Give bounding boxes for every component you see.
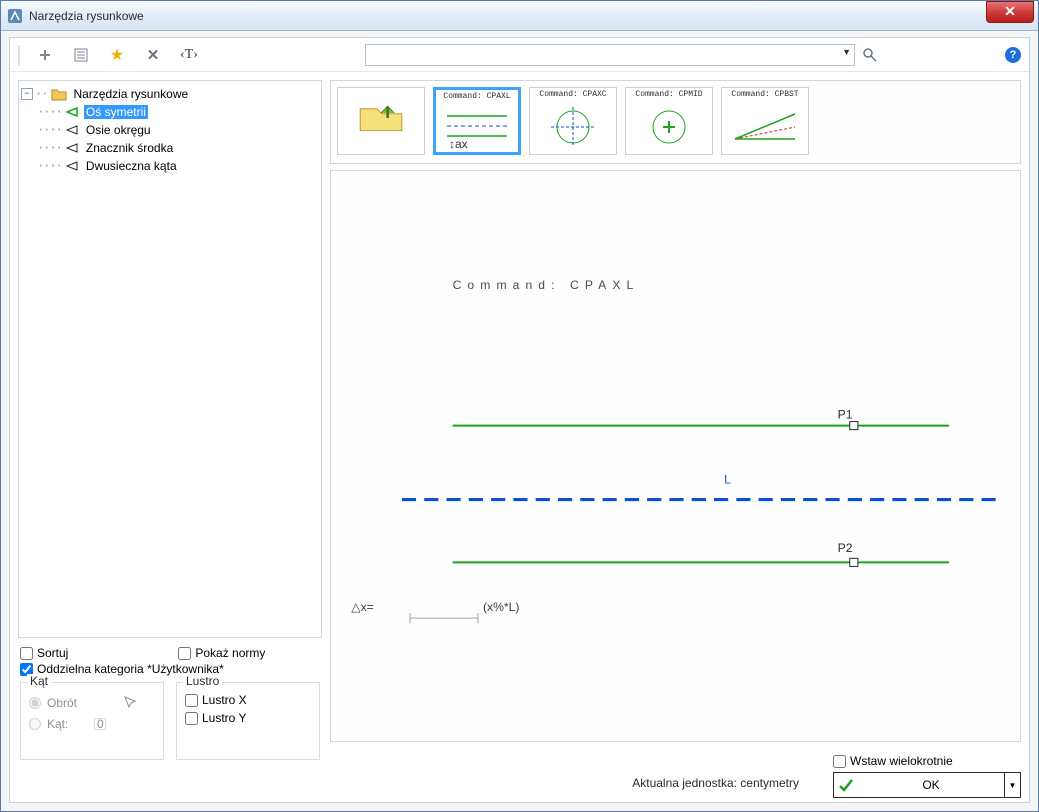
toolbar-grip [18, 45, 20, 65]
window: Narzędzia rysunkowe ✕ ★ ✕ ‹T› [0, 0, 1039, 812]
formula-left: △x= [351, 600, 374, 614]
p2-label: P2 [838, 541, 853, 555]
tree-item-label: Znacznik środka [84, 141, 175, 155]
show-norms-label: Pokaż normy [195, 646, 265, 660]
window-title: Narzędzia rysunkowe [29, 9, 144, 23]
angle-input[interactable] [94, 718, 106, 730]
angle-label: Kąt: [47, 717, 68, 731]
svg-text:↕ax: ↕ax [449, 137, 468, 151]
ok-label: OK [858, 778, 1004, 792]
left-pane: − ·· Narzędzia rysunkowe ···· Oś symetri… [10, 72, 330, 802]
delete-icon[interactable]: ✕ [144, 46, 162, 64]
dropdown-icon[interactable]: ▼ [842, 47, 851, 57]
preview-title: Command: CPAXL [453, 278, 640, 292]
unit-label: Aktualna jednostka: centymetry [632, 776, 799, 790]
right-pane: Command: CPAXL ↕ax Command: CPAXC Comman… [330, 72, 1029, 802]
show-norms-checkbox[interactable]: Pokaż normy [178, 646, 265, 660]
app-icon [7, 8, 23, 24]
check-icon [834, 777, 858, 793]
thumb-cpaxc[interactable]: Command: CPAXC [529, 87, 617, 155]
search-input[interactable] [365, 44, 855, 66]
sort-label: Sortuj [37, 646, 68, 660]
help-icon[interactable]: ? [1005, 47, 1021, 63]
ok-dropdown-icon[interactable]: ▼ [1004, 773, 1020, 797]
mirror-y-label: Lustro Y [202, 711, 246, 725]
text-format-button[interactable]: ‹T› [180, 46, 198, 64]
client-area: ★ ✕ ‹T› ▼ ? [1, 31, 1038, 811]
handle-p2 [850, 558, 858, 566]
formula-right: (x%*L) [483, 600, 519, 614]
tree: − ·· Narzędzia rysunkowe ···· Oś symetri… [18, 80, 322, 638]
thumb-caption: Command: CPBST [731, 90, 798, 99]
mirror-legend: Lustro [183, 674, 222, 688]
thumbnail-strip: Command: CPAXL ↕ax Command: CPAXC Comman… [330, 80, 1021, 164]
mirror-x-label: Lustro X [202, 693, 247, 707]
search-icon[interactable] [861, 46, 879, 64]
tree-item[interactable]: ···· Dwusieczna kąta [19, 157, 321, 175]
tree-root[interactable]: − ·· Narzędzia rysunkowe [19, 85, 321, 103]
thumb-folder[interactable] [337, 87, 425, 155]
rotation-label: Obrót [47, 696, 77, 710]
collapse-icon[interactable]: − [21, 88, 33, 100]
star-icon[interactable]: ★ [108, 46, 126, 64]
close-button[interactable]: ✕ [986, 1, 1034, 23]
left-options: Sortuj Pokaż normy Oddzielna kategoria *… [10, 646, 330, 762]
insert-multi-label: Wstaw wielokrotnie [850, 754, 953, 768]
ok-button[interactable]: OK ▼ [833, 772, 1021, 798]
plus-icon[interactable] [36, 46, 54, 64]
tree-item[interactable]: ···· Osie okręgu [19, 121, 321, 139]
titlebar: Narzędzia rysunkowe ✕ [1, 1, 1038, 31]
tree-item-label: Oś symetrii [84, 105, 148, 119]
tree-item-label: Dwusieczna kąta [84, 159, 179, 173]
mirror-x-checkbox[interactable]: Lustro X [185, 693, 311, 707]
inner-frame: ★ ✕ ‹T› ▼ ? [9, 37, 1030, 803]
tree-item[interactable]: ···· Oś symetrii [19, 103, 321, 121]
item-arrow-icon [66, 142, 80, 154]
tree-item-label: Osie okręgu [84, 123, 153, 137]
sort-checkbox[interactable]: Sortuj [20, 646, 68, 660]
tree-item[interactable]: ···· Znacznik środka [19, 139, 321, 157]
mirror-group: Lustro Lustro X Lustro Y [176, 682, 320, 760]
item-arrow-icon [66, 160, 80, 172]
thumb-cpaxl[interactable]: Command: CPAXL ↕ax [433, 87, 521, 155]
bottom-bar: Aktualna jednostka: centymetry Wstaw wie… [330, 742, 1029, 802]
item-arrow-icon [66, 124, 80, 136]
handle-p1 [850, 422, 858, 430]
thumb-caption: Command: CPAXL [443, 92, 510, 101]
p1-label: P1 [838, 408, 853, 422]
separate-user-checkbox[interactable]: Oddzielna kategoria *Użytkownika* [20, 662, 320, 676]
toolbar: ★ ✕ ‹T› ▼ ? [10, 38, 1029, 72]
rotation-radio[interactable]: Obrót [29, 695, 155, 711]
thumb-cpbst[interactable]: Command: CPBST [721, 87, 809, 155]
angle-group: Kąt Obrót Kąt: [20, 682, 164, 760]
cursor-icon [123, 695, 139, 711]
tree-root-label: Narzędzia rysunkowe [71, 87, 190, 101]
insert-multi-checkbox[interactable]: Wstaw wielokrotnie [833, 754, 953, 768]
angle-radio[interactable]: Kąt: [29, 717, 155, 731]
thumb-caption: Command: CPAXC [539, 90, 606, 99]
thumb-caption: Command: CPMID [635, 90, 702, 99]
thumb-cpmid[interactable]: Command: CPMID [625, 87, 713, 155]
l-label: L [724, 472, 731, 486]
folder-icon [51, 87, 67, 101]
angle-legend: Kąt [27, 674, 51, 688]
list-icon[interactable] [72, 46, 90, 64]
mirror-y-checkbox[interactable]: Lustro Y [185, 711, 311, 725]
item-arrow-icon [66, 106, 80, 118]
preview: Command: CPAXL P1 L P2 [330, 170, 1021, 742]
